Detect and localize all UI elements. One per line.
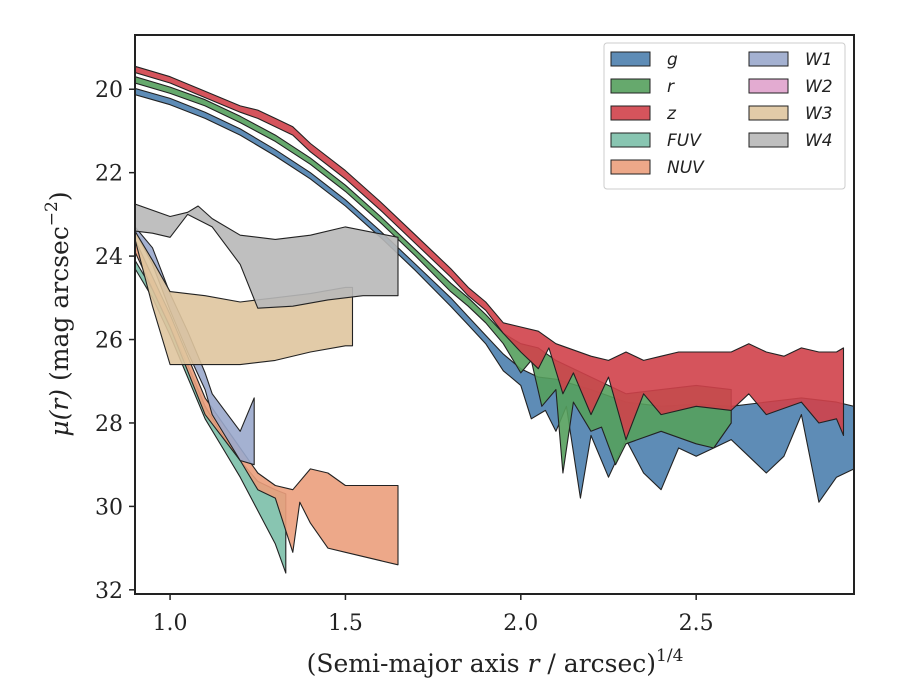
y-tick-label: 30	[95, 495, 123, 520]
x-tick-label: 1.0	[153, 611, 188, 636]
y-tick-label: 28	[95, 412, 123, 437]
band-nuv	[135, 238, 399, 566]
legend-swatch-r	[610, 78, 651, 94]
band-z	[135, 65, 845, 441]
y-axis-ticks: 20 22 24 26 28 30 32	[95, 78, 135, 604]
legend-label-nuv: NUV	[667, 158, 705, 178]
y-tick-label: 24	[95, 245, 123, 270]
legend-label-fuv: FUV	[667, 131, 702, 151]
legend-swatch-w1	[748, 51, 789, 67]
x-tick-label: 1.5	[328, 611, 363, 636]
y-tick-label: 32	[95, 579, 123, 604]
legend-label-g: g	[667, 50, 678, 70]
x-axis-label: (Semi-major axis r / arcsec)1/4	[307, 646, 684, 678]
legend-swatch-fuv	[610, 132, 651, 148]
x-tick-label: 2.5	[679, 611, 714, 636]
legend-swatch-w2	[748, 78, 789, 94]
y-axis-label: μ(r) (mag arcsec−2)	[42, 191, 74, 436]
legend-swatch-w3	[748, 105, 789, 121]
legend-swatch-nuv	[610, 159, 651, 175]
y-tick-label: 20	[95, 78, 123, 103]
plot-frame	[134, 34, 855, 595]
y-tick-label: 26	[95, 329, 123, 354]
band-w3	[135, 230, 354, 366]
legend-label-z: z	[666, 104, 677, 124]
x-axis-ticks: 1.0 1.5 2.0 2.5	[153, 594, 714, 636]
legend-label-w3: W3	[805, 104, 833, 124]
y-tick-label: 22	[95, 162, 123, 187]
legend-label-r: r	[667, 77, 675, 97]
legend-swatch-g	[610, 51, 651, 67]
profile-bands	[135, 65, 854, 574]
band-w4	[135, 203, 399, 309]
legend-swatch-w4	[748, 132, 789, 148]
x-tick-label: 2.0	[503, 611, 538, 636]
band-g	[135, 87, 854, 503]
legend-label-w4: W4	[805, 131, 833, 151]
legend-label-w1: W1	[805, 50, 833, 70]
legend-swatch-z	[610, 105, 651, 121]
legend-label-w2: W2	[805, 77, 833, 97]
legend: grz FUV NUV W1 W2 W3 W4	[603, 42, 846, 190]
